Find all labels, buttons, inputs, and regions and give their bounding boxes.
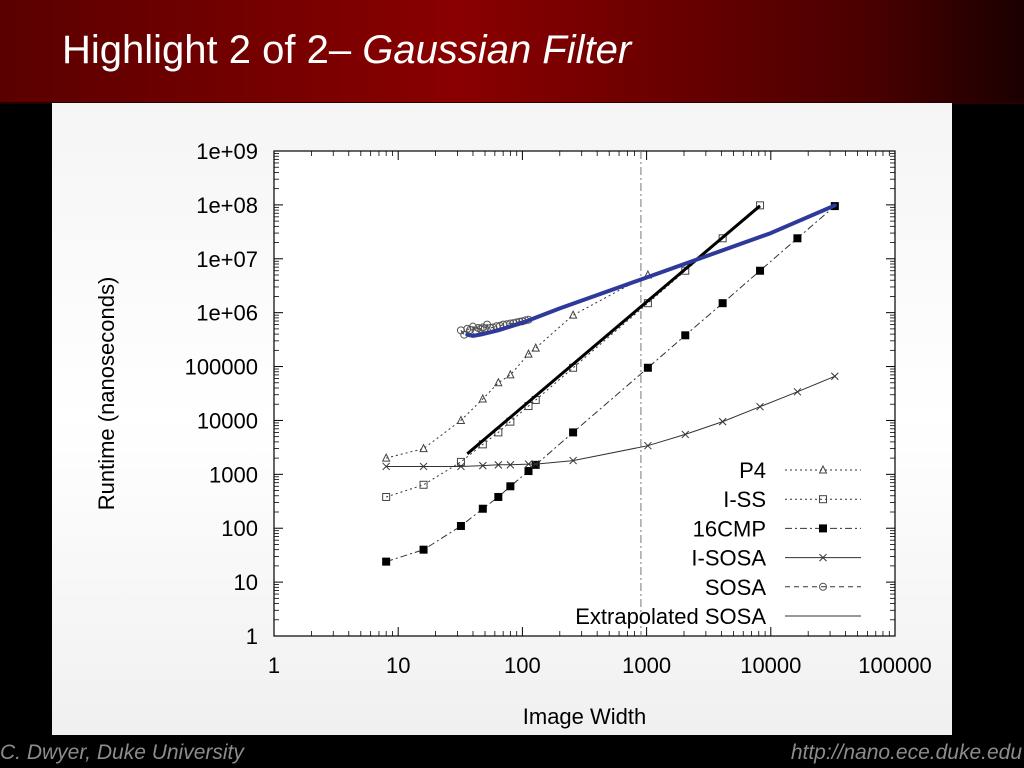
slide-title-prefix: Highlight 2 of 2–	[62, 28, 363, 72]
data-point	[419, 480, 428, 489]
data-point	[381, 452, 391, 462]
data-point	[524, 349, 533, 358]
legend-label: I-SOSA	[691, 546, 766, 571]
chart-panel: 1 10 100 1000 10000 100000 1 10 100 1000 10000 1000…	[52, 103, 952, 735]
runtime-chart: 1 10 100 1000 10000 100000 1 10 100 1000 10000 1000…	[94, 139, 932, 729]
data-point	[643, 363, 652, 372]
y-tick-label: 1e+09	[196, 139, 258, 164]
data-point	[793, 387, 802, 396]
x-tick-label: 100	[504, 653, 541, 678]
series-line	[386, 274, 649, 459]
data-point	[644, 441, 652, 450]
slide-title: Highlight 2 of 2– Gaussian Filter	[62, 26, 631, 74]
data-point	[681, 331, 690, 340]
y-tick-label: 100	[221, 516, 258, 541]
data-point	[419, 443, 428, 453]
sosa-fit-overlay	[465, 203, 837, 338]
legend-entry: Extrapolated SOSA	[575, 604, 861, 629]
data-point	[382, 557, 391, 566]
data-point	[457, 462, 465, 471]
slide-title-emphasis: Gaussian Filter	[362, 28, 632, 72]
data-point	[718, 417, 727, 426]
legend-label: P4	[739, 458, 766, 483]
x-tick-label: 100000	[858, 653, 931, 678]
footer-author: C. Dwyer, Duke University	[0, 741, 244, 764]
data-point	[419, 545, 428, 554]
data-point	[478, 461, 487, 470]
data-point	[568, 310, 578, 319]
plot-frame	[273, 150, 896, 637]
series-extrapolated-sosa	[466, 204, 761, 455]
y-tick-label: 10000	[197, 408, 258, 433]
legend-marker	[818, 464, 828, 474]
data-point	[456, 521, 465, 530]
data-point	[494, 460, 503, 469]
y-tick-label: 1e+07	[196, 247, 258, 272]
data-point	[569, 456, 577, 465]
data-point	[506, 482, 515, 491]
data-point	[569, 428, 578, 437]
footer-url: http://nano.ece.duke.edu	[790, 741, 1022, 764]
series-p4	[381, 269, 653, 462]
legend-label: Extrapolated SOSA	[575, 604, 766, 629]
legend-entry: P4	[739, 458, 861, 483]
data-point	[494, 492, 503, 501]
legend-entry: SOSA	[705, 575, 861, 600]
legend-marker	[819, 582, 827, 591]
data-point	[524, 460, 533, 468]
x-tick-label: 1	[268, 653, 280, 678]
data-point	[531, 460, 540, 468]
legend-entry: I-SS	[723, 487, 861, 512]
data-point	[382, 492, 391, 501]
data-point	[756, 201, 765, 210]
y-tick-label: 1	[246, 624, 258, 649]
data-point	[681, 430, 690, 439]
data-point	[793, 234, 802, 243]
data-point	[756, 266, 765, 275]
data-point	[830, 372, 839, 381]
legend-label: SOSA	[705, 575, 766, 600]
y-tick-label: 1e+08	[196, 193, 258, 218]
y-tick-label: 1e+06	[196, 301, 258, 326]
legend-label: 16CMP	[693, 516, 766, 541]
data-point	[506, 369, 515, 379]
data-point	[456, 457, 465, 466]
data-point	[494, 377, 503, 387]
x-tick-label: 10	[386, 653, 410, 678]
data-point	[419, 462, 428, 471]
data-point	[524, 467, 533, 476]
legend-marker	[819, 524, 827, 533]
data-point	[531, 460, 540, 469]
x-axis-title: Image Width	[523, 704, 647, 729]
series-i-sosa	[382, 372, 839, 471]
x-tick-label: 1000	[622, 653, 671, 678]
data-point	[531, 342, 541, 352]
data-point	[478, 504, 487, 513]
data-point	[476, 324, 485, 333]
legend-marker	[819, 553, 827, 562]
y-tick-label: 100000	[185, 355, 258, 380]
data-point	[468, 322, 477, 331]
data-point	[506, 460, 515, 469]
y-tick-label: 10	[234, 570, 258, 595]
data-point	[718, 234, 727, 243]
y-axis-title: Runtime (nanoseconds)	[94, 277, 119, 511]
series-line	[386, 205, 761, 498]
x-tick-label: 10000	[740, 653, 801, 678]
data-point	[756, 402, 764, 411]
legend-marker	[819, 495, 827, 504]
y-tick-label: 1000	[209, 462, 258, 487]
data-point	[718, 299, 727, 308]
data-point	[382, 462, 391, 471]
legend-entry: I-SOSA	[691, 546, 861, 571]
series-line	[466, 204, 761, 455]
data-point	[456, 415, 466, 424]
legend-entry: 16CMP	[693, 516, 861, 541]
legend-label: I-SS	[723, 487, 766, 512]
data-point	[478, 393, 488, 403]
